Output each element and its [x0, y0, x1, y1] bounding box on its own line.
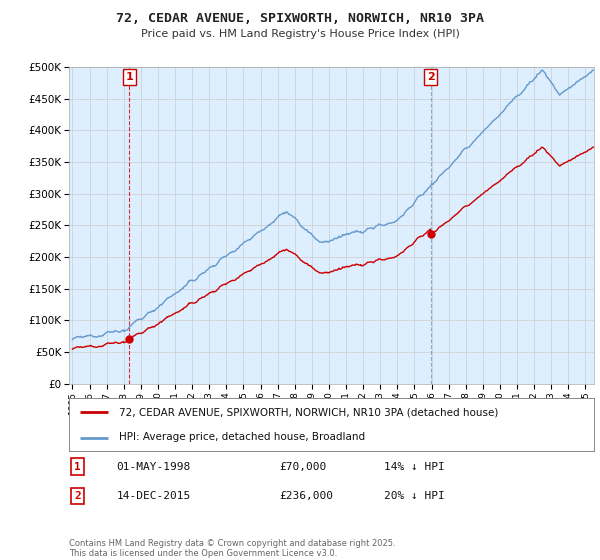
Text: 01-MAY-1998: 01-MAY-1998 [116, 461, 191, 472]
Text: 14% ↓ HPI: 14% ↓ HPI [384, 461, 445, 472]
Text: 14-DEC-2015: 14-DEC-2015 [116, 491, 191, 501]
Text: 72, CEDAR AVENUE, SPIXWORTH, NORWICH, NR10 3PA: 72, CEDAR AVENUE, SPIXWORTH, NORWICH, NR… [116, 12, 484, 25]
Text: 1: 1 [125, 72, 133, 82]
Text: HPI: Average price, detached house, Broadland: HPI: Average price, detached house, Broa… [119, 432, 365, 442]
Text: £70,000: £70,000 [279, 461, 326, 472]
Text: 2: 2 [427, 72, 434, 82]
Text: 72, CEDAR AVENUE, SPIXWORTH, NORWICH, NR10 3PA (detached house): 72, CEDAR AVENUE, SPIXWORTH, NORWICH, NR… [119, 408, 498, 418]
Text: £236,000: £236,000 [279, 491, 333, 501]
Text: 20% ↓ HPI: 20% ↓ HPI [384, 491, 445, 501]
Text: 1: 1 [74, 461, 81, 472]
Text: Price paid vs. HM Land Registry's House Price Index (HPI): Price paid vs. HM Land Registry's House … [140, 29, 460, 39]
Text: Contains HM Land Registry data © Crown copyright and database right 2025.
This d: Contains HM Land Registry data © Crown c… [69, 539, 395, 558]
Text: 2: 2 [74, 491, 81, 501]
